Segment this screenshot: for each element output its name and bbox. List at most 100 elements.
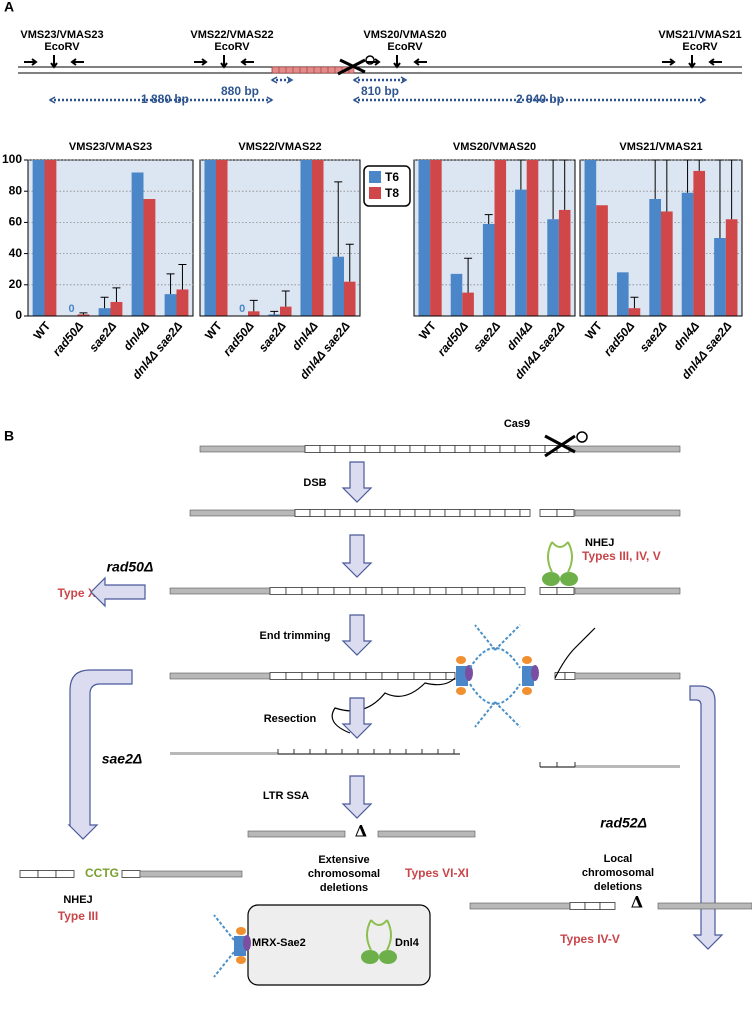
label: VMS21/VMAS21 (658, 29, 741, 41)
bar (482, 223, 495, 316)
label: Dnl4 (395, 937, 420, 949)
repeat-unit (369, 509, 386, 517)
label: MRX-Sae2 (252, 937, 306, 949)
error-bar (166, 273, 175, 295)
repeat-unit (461, 587, 479, 595)
error-bar (270, 310, 279, 315)
scissors (365, 55, 375, 65)
repeat-unit (381, 587, 399, 595)
process-arrow (341, 614, 373, 656)
bar (300, 160, 312, 316)
x-tick-label: WT (416, 318, 439, 342)
x-tick-label: dnl4Δ (289, 319, 321, 353)
repeat-unit (301, 587, 319, 595)
bar (693, 170, 706, 316)
y-tick-label: 40 (9, 246, 23, 260)
bar (714, 238, 726, 316)
process-arrow (341, 697, 373, 739)
repeat-unit (317, 672, 335, 680)
repeat-unit (429, 587, 447, 595)
label: Cas9 (504, 418, 530, 430)
error-bar (112, 287, 121, 302)
repeat-unit (459, 509, 476, 517)
ssdna (331, 677, 456, 734)
label: LTR SSA (263, 790, 309, 802)
mrx (234, 936, 246, 956)
label: chromosomal (308, 868, 380, 880)
chromosome-flank (169, 587, 271, 595)
bar (164, 294, 177, 316)
error-bar (249, 299, 258, 312)
repeat-unit (333, 587, 351, 595)
error-bar (464, 257, 473, 293)
mrx (522, 666, 534, 686)
legend-label: T8 (385, 186, 399, 200)
label: deletions (594, 881, 642, 893)
x-tick-label: rad50Δ (435, 319, 471, 359)
error-bar (281, 290, 290, 307)
process-arrow (341, 461, 373, 503)
mrx-coil (213, 914, 235, 978)
label: rad52Δ (600, 815, 647, 831)
repeat-unit (469, 445, 486, 453)
error-bar (79, 312, 88, 315)
bar (596, 205, 608, 316)
repeat-unit (539, 587, 558, 595)
repeat-unit (19, 870, 39, 878)
repeat-unit (399, 509, 416, 517)
x-tick-label: dnl4Δ (670, 319, 702, 353)
repeat-unit (349, 672, 367, 680)
mrx (456, 666, 468, 686)
repeat-unit (424, 445, 441, 453)
chromosome-flank (569, 445, 681, 453)
label: EcoRV (387, 41, 423, 53)
error-bar (695, 159, 704, 171)
bar (681, 192, 694, 316)
repeat-unit (301, 672, 319, 680)
process-arrow (67, 669, 133, 840)
repeat-unit (504, 509, 521, 517)
x-tick-label: dnl4Δ (504, 319, 536, 353)
label: Δ (631, 893, 643, 912)
repeat-unit (333, 672, 351, 680)
label: chromosomal (582, 867, 654, 879)
bar (616, 272, 629, 316)
process-arrow (341, 534, 373, 578)
x-tick-label: rad50Δ (601, 319, 637, 359)
label: deletions (320, 882, 368, 894)
error-bar (178, 264, 187, 290)
mrx (531, 665, 539, 681)
repeat-unit (489, 509, 506, 517)
repeat-unit (269, 587, 287, 595)
primer-arrow (70, 58, 84, 66)
y-tick-label: 60 (9, 215, 23, 229)
error-bar (100, 296, 109, 309)
dnl4-helix (547, 541, 573, 573)
label: VMS23/VMAS23 (20, 29, 103, 41)
chromosome-flank (170, 752, 278, 755)
bar (98, 308, 111, 316)
chromosome-flank (139, 870, 243, 878)
bar (462, 292, 474, 316)
primer-arrow (662, 58, 676, 66)
label: VMS22/VMAS22 (190, 29, 273, 41)
repeat-unit (439, 445, 456, 453)
legend-label: T6 (385, 170, 399, 184)
repeat-unit (365, 587, 383, 595)
mrx (236, 956, 246, 964)
chromosome-flank (657, 902, 752, 910)
dnl4 (379, 950, 397, 964)
x-tick-label: WT (31, 318, 54, 342)
panel-label: A (4, 0, 14, 15)
distance-head (352, 96, 707, 104)
bar (280, 306, 292, 316)
repeat-unit (529, 445, 546, 453)
y-tick-label: 100 (2, 152, 22, 166)
bar (110, 301, 123, 316)
label: VMS22/VMAS22 (238, 141, 321, 153)
chromosome-flank (469, 902, 571, 910)
scissors (337, 58, 366, 76)
mrx (522, 687, 532, 695)
x-tick-label: rad50Δ (220, 319, 256, 359)
